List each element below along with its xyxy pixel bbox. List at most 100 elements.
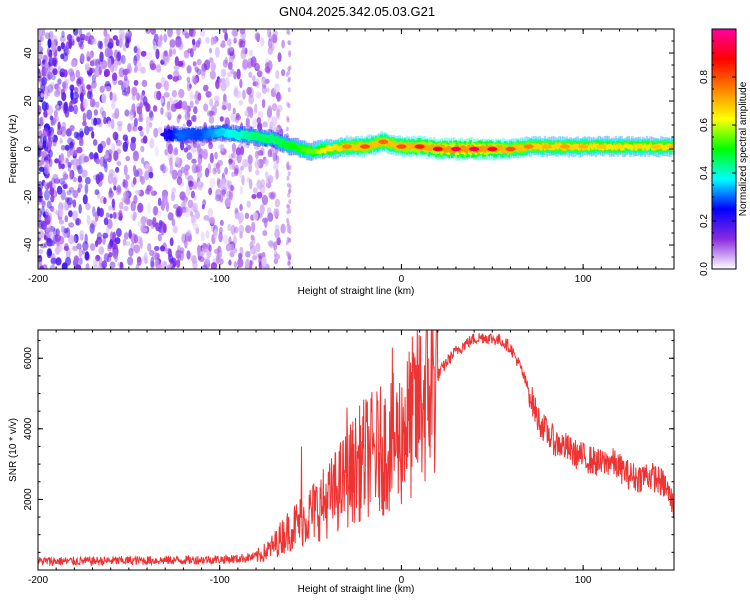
- y-tick-label: -40: [23, 237, 34, 252]
- noise-speckle: [164, 111, 169, 118]
- noise-speckle: [205, 230, 210, 239]
- ridge-cell: [247, 133, 251, 142]
- ridge-cell: [498, 145, 501, 151]
- ridge-cell: [645, 145, 649, 151]
- noise-speckle: [273, 126, 280, 132]
- ridge-point: [232, 132, 243, 137]
- noise-speckle: [169, 157, 173, 167]
- noise-speckle: [55, 103, 60, 110]
- noise-speckle: [131, 86, 138, 96]
- noise-speckle: [98, 246, 105, 255]
- noise-speckle: [47, 84, 54, 93]
- noise-speckle: [222, 59, 228, 68]
- ridge-cell: [229, 131, 233, 136]
- noise-speckle: [221, 189, 226, 196]
- noise-speckle: [192, 205, 197, 213]
- ridge-cell: [607, 144, 610, 150]
- noise-speckle: [227, 38, 232, 47]
- noise-speckle: [239, 203, 243, 212]
- ridge-cell: [641, 145, 645, 151]
- noise-speckle: [262, 121, 268, 128]
- ridge-cell: [407, 143, 411, 150]
- noise-speckle: [163, 223, 167, 234]
- noise-speckle: [286, 118, 290, 124]
- noise-speckle: [249, 260, 253, 269]
- noise-speckle: [110, 64, 115, 73]
- noise-speckle: [191, 38, 196, 46]
- noise-speckle: [228, 189, 234, 201]
- noise-speckle: [38, 46, 44, 53]
- noise-speckle: [177, 169, 183, 179]
- ridge-cell: [425, 144, 429, 151]
- noise-speckle: [101, 93, 107, 104]
- noise-speckle: [169, 39, 176, 48]
- noise-speckle: [44, 85, 49, 96]
- ridge-cell: [571, 144, 574, 151]
- noise-speckle: [43, 234, 48, 241]
- noise-speckle: [82, 194, 88, 205]
- noise-speckle: [120, 54, 126, 65]
- noise-speckle: [146, 184, 152, 195]
- noise-speckle: [288, 199, 292, 205]
- noise-speckle: [186, 65, 192, 74]
- spectrogram-y-axis-label: Frequency (Hz): [8, 115, 19, 184]
- noise-speckle: [196, 171, 203, 179]
- noise-speckle: [48, 57, 55, 67]
- noise-speckle: [99, 51, 104, 62]
- noise-speckle: [123, 205, 129, 212]
- noise-speckle: [219, 258, 224, 265]
- noise-speckle: [85, 202, 91, 211]
- noise-speckle: [245, 258, 250, 268]
- ridge-cell: [262, 135, 265, 140]
- ridge-cell: [303, 146, 307, 153]
- noise-speckle: [218, 231, 223, 243]
- noise-speckle: [59, 71, 65, 78]
- noise-speckle: [261, 256, 267, 267]
- noise-speckle: [177, 114, 182, 120]
- ridge-cell: [463, 146, 467, 153]
- noise-speckle: [121, 90, 128, 96]
- noise-speckle: [107, 57, 112, 69]
- noise-speckle: [137, 125, 143, 132]
- y-tick-label: 20: [23, 95, 34, 107]
- noise-speckle: [70, 59, 77, 68]
- noise-speckle: [110, 101, 116, 110]
- noise-speckle: [211, 105, 217, 116]
- noise-speckle: [38, 29, 44, 37]
- noise-speckle: [208, 244, 212, 252]
- noise-speckle: [39, 264, 44, 269]
- noise-speckle: [57, 121, 61, 130]
- noise-speckle: [113, 185, 117, 191]
- noise-speckle: [194, 98, 200, 105]
- noise-speckle: [203, 84, 209, 92]
- noise-speckle: [175, 208, 181, 218]
- noise-speckle: [55, 84, 61, 95]
- noise-speckle: [49, 264, 56, 269]
- noise-speckle: [224, 117, 230, 129]
- ridge-cell: [298, 145, 302, 151]
- noise-speckle: [196, 163, 203, 174]
- ridge-cell: [247, 132, 251, 138]
- noise-speckle: [218, 226, 223, 234]
- noise-speckle: [133, 55, 138, 66]
- ridge-point: [650, 144, 661, 149]
- ridge-cell: [427, 145, 431, 152]
- ridge-cell: [569, 144, 572, 150]
- noise-speckle: [123, 232, 129, 240]
- noise-speckle: [75, 69, 81, 79]
- noise-speckle: [219, 219, 224, 226]
- noise-speckle: [244, 110, 249, 117]
- noise-speckle: [118, 67, 125, 78]
- snr-x-axis-label: Height of straight line (km): [298, 584, 415, 595]
- noise-speckle: [168, 48, 173, 58]
- noise-speckle: [89, 151, 94, 160]
- noise-speckle: [271, 33, 278, 44]
- noise-speckle: [245, 117, 250, 128]
- noise-speckle: [106, 137, 111, 146]
- noise-speckle: [153, 245, 160, 252]
- noise-speckle: [219, 116, 224, 122]
- noise-speckle: [65, 128, 72, 137]
- noise-speckle: [170, 191, 176, 202]
- noise-speckle: [60, 163, 65, 170]
- noise-speckle: [220, 77, 226, 84]
